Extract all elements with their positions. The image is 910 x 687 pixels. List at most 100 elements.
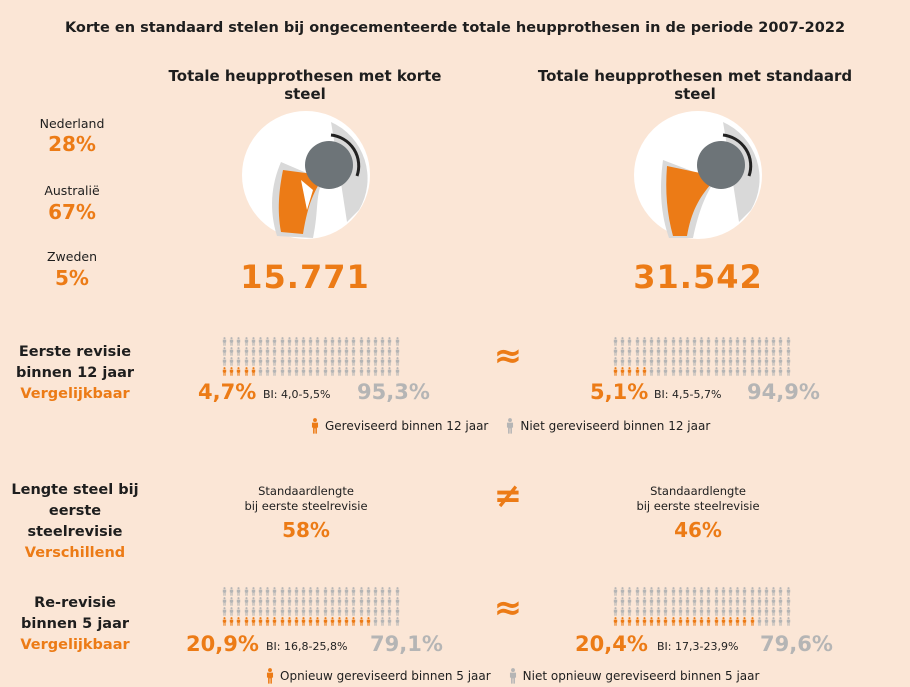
re-standard-not-revised-person-icon bbox=[741, 607, 748, 616]
re-standard-not-revised-person-icon bbox=[770, 617, 777, 626]
re-standard-not-revised-person-icon bbox=[777, 607, 784, 616]
re-standard-not-revised-person-icon bbox=[641, 587, 648, 596]
person-icon-revised bbox=[311, 418, 319, 434]
re-standard-not-revised-person-icon bbox=[612, 607, 619, 616]
re-standard-not-revised-person-icon bbox=[705, 587, 712, 596]
re-short-not-revised-person-icon bbox=[221, 587, 228, 596]
re-short-not-revised-person-icon bbox=[350, 587, 357, 596]
re-short-not-revised-person-icon bbox=[365, 607, 372, 616]
first-short-not-revised-person-icon bbox=[235, 337, 242, 346]
re-short-not-revised-person-icon bbox=[307, 587, 314, 596]
re-standard-revised-person-icon bbox=[670, 617, 677, 626]
short-stem-heading: Totale heupprothesen met korte steel bbox=[168, 67, 442, 103]
revised-pct-first-short: 4,7% bbox=[198, 380, 257, 404]
first-standard-not-revised-person-icon bbox=[734, 367, 741, 376]
re-standard-revised-person-icon bbox=[741, 617, 748, 626]
ci-re-standard: BI: 17,3-23,9% bbox=[657, 640, 739, 653]
re-standard-not-revised-person-icon bbox=[670, 607, 677, 616]
short-stem-hip-icon bbox=[242, 111, 370, 239]
re-standard-not-revised-person-icon bbox=[713, 587, 720, 596]
re-short-not-revised-person-icon bbox=[293, 607, 300, 616]
re-short-not-revised-person-icon bbox=[271, 607, 278, 616]
re-standard-not-revised-person-icon bbox=[770, 597, 777, 606]
first-standard-not-revised-person-icon bbox=[785, 367, 792, 376]
re-short-revised-person-icon bbox=[307, 617, 314, 626]
re-standard-not-revised-person-icon bbox=[684, 587, 691, 596]
re-standard-revised-person-icon bbox=[641, 617, 648, 626]
approx-symbol-re-revision: ≈ bbox=[493, 588, 523, 628]
re-short-not-revised-person-icon bbox=[386, 607, 393, 616]
re-standard-not-revised-person-icon bbox=[756, 597, 763, 606]
first-short-not-revised-person-icon bbox=[322, 357, 329, 366]
re-standard-not-revised-person-icon bbox=[684, 597, 691, 606]
re-standard-not-revised-person-icon bbox=[749, 597, 756, 606]
country-value-nl: 28% bbox=[48, 132, 96, 156]
first-short-not-revised-person-icon bbox=[379, 347, 386, 356]
re-standard-not-revised-person-icon bbox=[785, 617, 792, 626]
pictogram-re-revision-standard bbox=[612, 587, 792, 626]
re-standard-not-revised-person-icon bbox=[619, 587, 626, 596]
first-short-not-revised-person-icon bbox=[372, 357, 379, 366]
first-short-not-revised-person-icon bbox=[343, 337, 350, 346]
first-short-not-revised-person-icon bbox=[314, 337, 321, 346]
first-standard-not-revised-person-icon bbox=[698, 367, 705, 376]
verdict-stem-length: Verschillend bbox=[24, 545, 126, 561]
re-standard-not-revised-person-icon bbox=[698, 597, 705, 606]
first-short-not-revised-person-icon bbox=[286, 347, 293, 356]
re-standard-not-revised-person-icon bbox=[741, 597, 748, 606]
re-short-not-revised-person-icon bbox=[228, 587, 235, 596]
re-short-not-revised-person-icon bbox=[243, 587, 250, 596]
re-standard-revised-person-icon bbox=[634, 617, 641, 626]
first-short-not-revised-person-icon bbox=[264, 357, 271, 366]
first-standard-not-revised-person-icon bbox=[648, 357, 655, 366]
re-standard-revised-person-icon bbox=[655, 617, 662, 626]
re-short-revised-person-icon bbox=[336, 617, 343, 626]
first-short-not-revised-person-icon bbox=[307, 337, 314, 346]
first-short-not-revised-person-icon bbox=[336, 347, 343, 356]
first-short-not-revised-person-icon bbox=[300, 337, 307, 346]
re-short-revised-person-icon bbox=[250, 617, 257, 626]
re-short-not-revised-person-icon bbox=[336, 607, 343, 616]
re-short-not-revised-person-icon bbox=[358, 607, 365, 616]
re-standard-not-revised-person-icon bbox=[634, 587, 641, 596]
first-standard-not-revised-person-icon bbox=[741, 337, 748, 346]
re-short-revised-person-icon bbox=[279, 617, 286, 626]
first-standard-not-revised-person-icon bbox=[691, 367, 698, 376]
country-value-au: 67% bbox=[48, 200, 96, 224]
row-label-re-revision: Re-revisie binnen 5 jaar Vergelijkbaar bbox=[0, 593, 150, 656]
re-short-revised-person-icon bbox=[293, 617, 300, 626]
re-standard-revised-person-icon bbox=[626, 617, 633, 626]
first-short-not-revised-person-icon bbox=[300, 367, 307, 376]
re-short-not-revised-person-icon bbox=[358, 597, 365, 606]
person-icon-not-re-revised bbox=[509, 668, 517, 684]
legend-label-not-revised: Niet gereviseerd binnen 12 jaar bbox=[520, 419, 711, 433]
first-short-not-revised-person-icon bbox=[243, 357, 250, 366]
first-standard-not-revised-person-icon bbox=[634, 357, 641, 366]
re-standard-not-revised-person-icon bbox=[756, 587, 763, 596]
first-standard-not-revised-person-icon bbox=[727, 347, 734, 356]
first-standard-not-revised-person-icon bbox=[677, 357, 684, 366]
re-short-not-revised-person-icon bbox=[279, 607, 286, 616]
first-short-not-revised-person-icon bbox=[307, 367, 314, 376]
re-standard-not-revised-person-icon bbox=[777, 597, 784, 606]
first-short-not-revised-person-icon bbox=[379, 357, 386, 366]
first-short-not-revised-person-icon bbox=[264, 347, 271, 356]
re-standard-not-revised-person-icon bbox=[777, 617, 784, 626]
re-short-not-revised-person-icon bbox=[336, 597, 343, 606]
re-standard-not-revised-person-icon bbox=[626, 607, 633, 616]
first-short-not-revised-person-icon bbox=[379, 337, 386, 346]
re-standard-not-revised-person-icon bbox=[785, 587, 792, 596]
re-short-not-revised-person-icon bbox=[235, 607, 242, 616]
first-standard-not-revised-person-icon bbox=[713, 347, 720, 356]
first-short-not-revised-person-icon bbox=[350, 347, 357, 356]
first-short-not-revised-person-icon bbox=[243, 337, 250, 346]
legend-re-revision: Opnieuw gereviseerd binnen 5 jaar Niet o… bbox=[266, 668, 759, 684]
first-standard-not-revised-person-icon bbox=[741, 347, 748, 356]
first-standard-not-revised-person-icon bbox=[770, 367, 777, 376]
first-standard-not-revised-person-icon bbox=[741, 367, 748, 376]
legend-label-re-revised: Opnieuw gereviseerd binnen 5 jaar bbox=[280, 669, 491, 683]
re-short-not-revised-person-icon bbox=[293, 597, 300, 606]
first-short-not-revised-person-icon bbox=[307, 357, 314, 366]
re-standard-not-revised-person-icon bbox=[641, 597, 648, 606]
first-short-revised-person-icon bbox=[235, 367, 242, 376]
